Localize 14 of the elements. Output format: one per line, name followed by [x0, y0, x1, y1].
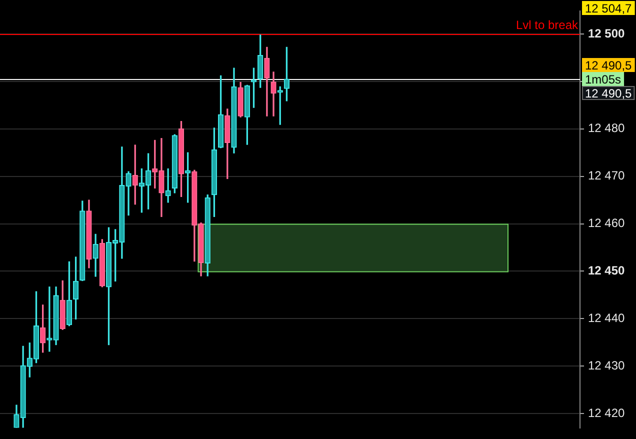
y-tick-label: 12 500: [588, 26, 626, 40]
y-tick-label: 12 460: [588, 216, 626, 230]
y-tick-label: 12 450: [588, 264, 626, 278]
y-tick-label: 12 420: [588, 406, 626, 420]
candlestick: [165, 168, 171, 203]
y-tick-label: 12 470: [588, 168, 626, 183]
text: 12 490,5: [585, 58, 632, 72]
y-tick-label: 12 480: [588, 121, 626, 136]
text: 1m05s: [585, 72, 622, 86]
ref-line-label: Lvl to break: [516, 18, 579, 32]
text: 12 504,7: [585, 1, 632, 16]
y-tick-label: 12 440: [588, 310, 626, 325]
y-tick-label: 12 430: [588, 358, 626, 372]
text: 12 490,5: [585, 86, 632, 100]
